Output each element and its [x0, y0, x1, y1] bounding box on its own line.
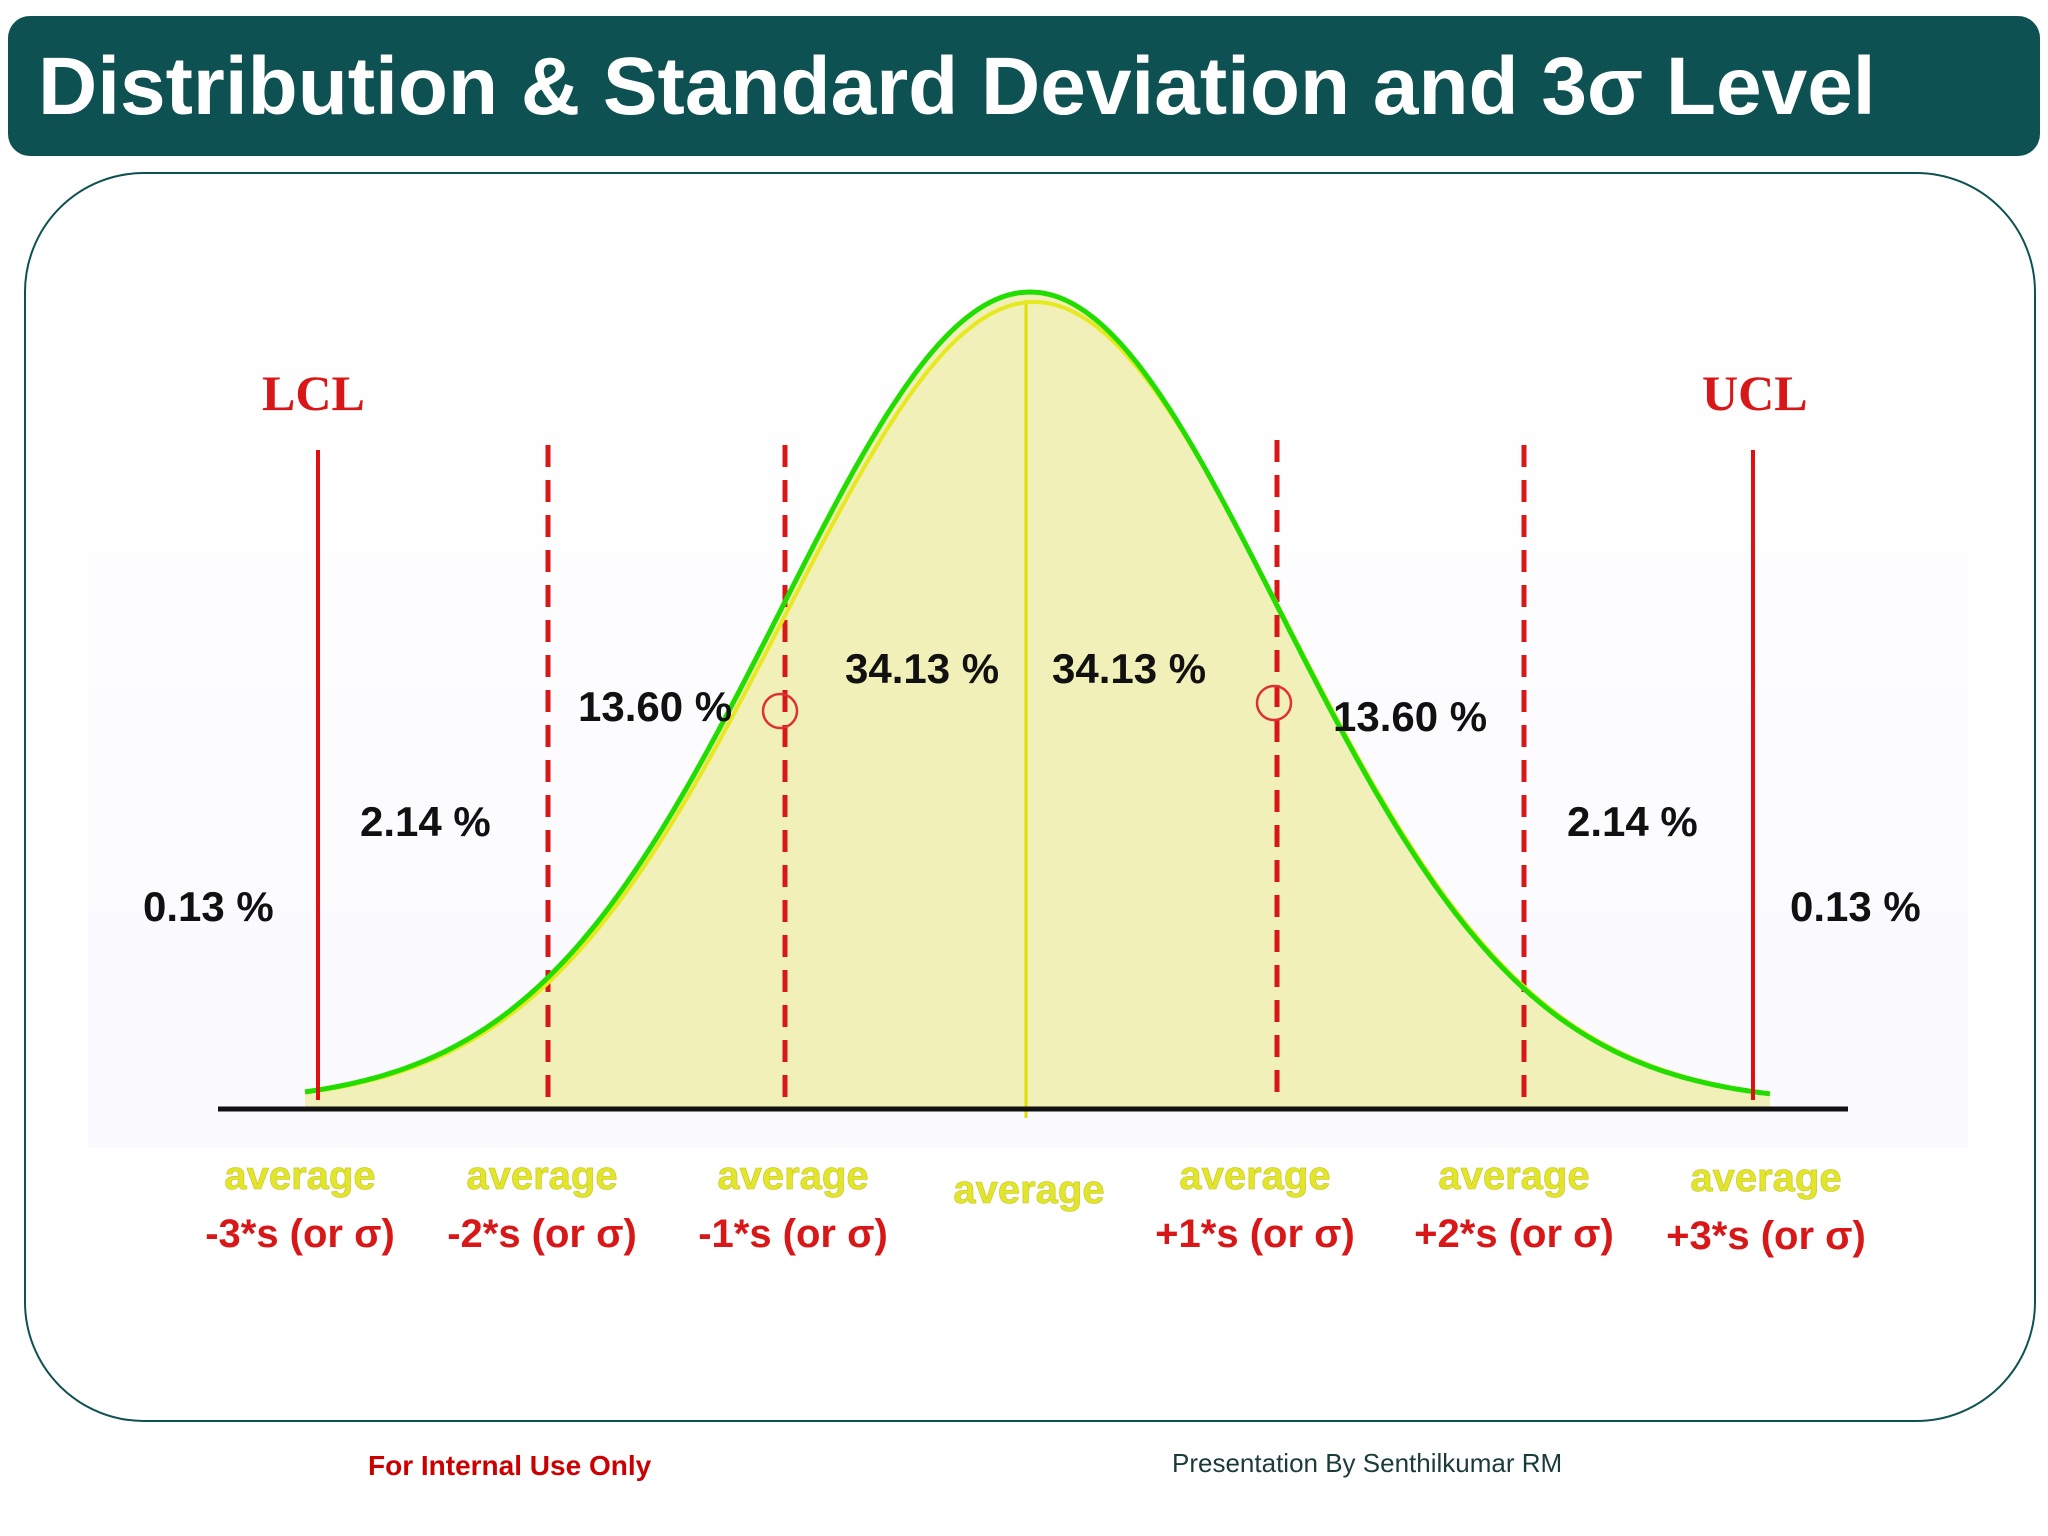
- axis-label-average: average: [1438, 1154, 1589, 1198]
- page-title: Distribution & Standard Deviation and 3σ…: [38, 41, 1876, 132]
- axis-label-sigma: +1*s (or σ): [1155, 1212, 1355, 1256]
- region-label: 0.13 %: [1790, 883, 1921, 930]
- title-bar: Distribution & Standard Deviation and 3σ…: [8, 16, 2040, 156]
- region-label: 13.60 %: [1333, 693, 1487, 740]
- ucl-label: UCL: [1702, 365, 1808, 421]
- axis-label-sigma: -2*s (or σ): [447, 1212, 637, 1256]
- footer-internal-use: For Internal Use Only: [368, 1450, 652, 1481]
- lcl-label: LCL: [262, 365, 365, 421]
- distribution-curve: [304, 289, 1771, 1097]
- region-label: 0.13 %: [143, 883, 274, 930]
- axis-label-average: average: [466, 1154, 617, 1198]
- footer-presenter: Presentation By Senthilkumar RM: [1172, 1448, 1563, 1478]
- region-label: 2.14 %: [1567, 798, 1698, 845]
- axis-label-average: average: [224, 1154, 375, 1198]
- axis-label-sigma: +3*s (or σ): [1666, 1214, 1866, 1258]
- axis-label-average: average: [953, 1168, 1104, 1212]
- curve-fill-area: [305, 292, 1770, 1108]
- region-label: 34.13 %: [845, 645, 999, 692]
- axis-label-sigma: -3*s (or σ): [205, 1212, 395, 1256]
- axis-label-average: average: [1690, 1156, 1841, 1200]
- inflection-marker-left: [761, 692, 799, 730]
- region-label: 2.14 %: [360, 798, 491, 845]
- axis-label-sigma: -1*s (or σ): [698, 1212, 888, 1256]
- axis-label-sigma: +2*s (or σ): [1414, 1212, 1614, 1256]
- region-label: 34.13 %: [1052, 645, 1206, 692]
- axis-label-average: average: [1179, 1154, 1330, 1198]
- region-label: 13.60 %: [578, 683, 732, 730]
- axis-label-average: average: [717, 1154, 868, 1198]
- inflection-marker-right: [1255, 684, 1293, 722]
